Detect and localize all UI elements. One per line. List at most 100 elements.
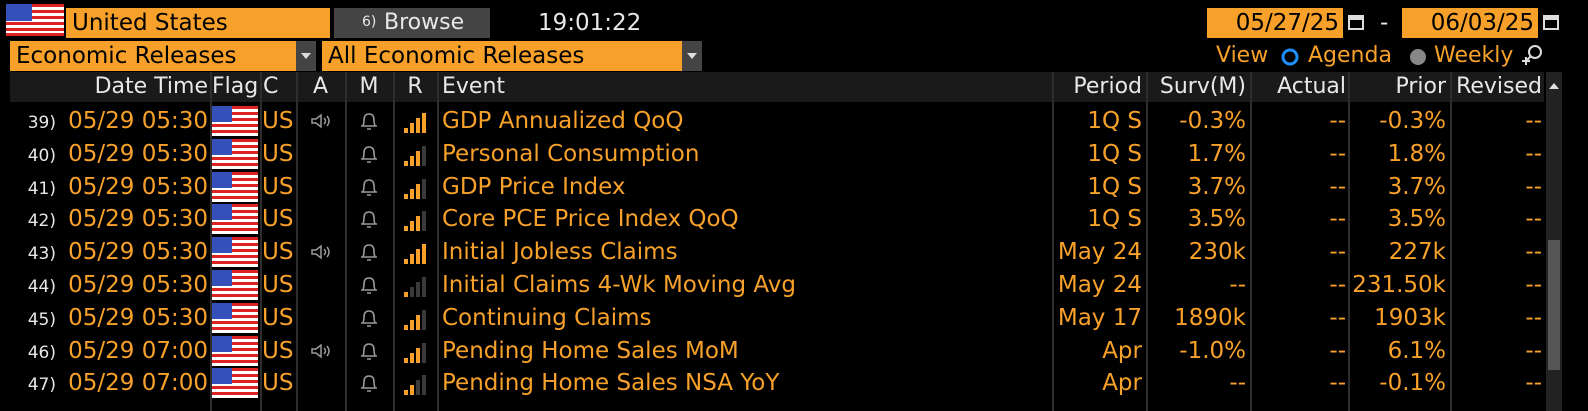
column-separator — [260, 72, 262, 411]
column-separator — [1146, 72, 1148, 411]
country-code: US — [262, 304, 294, 331]
relevance — [404, 342, 426, 363]
zoom-icon[interactable] — [1520, 42, 1546, 68]
country-code: US — [262, 206, 294, 233]
actual: -- — [1329, 206, 1346, 233]
country-code: US — [262, 173, 294, 200]
alert-bell[interactable] — [358, 373, 380, 395]
us-flag — [212, 138, 258, 169]
event-name: Pending Home Sales NSA YoY — [442, 370, 780, 397]
row-number: 47) — [27, 375, 56, 396]
release-datetime: 05/29 07:00 — [68, 337, 208, 364]
view-option[interactable]: Agenda — [1308, 43, 1392, 68]
alert-bell[interactable] — [358, 275, 380, 297]
actual: -- — [1329, 272, 1346, 298]
relevance — [404, 178, 426, 199]
country-field[interactable]: United States — [66, 8, 330, 38]
date-separator: - — [1380, 10, 1389, 36]
row-number: 46) — [27, 342, 56, 363]
column-separator — [210, 72, 212, 411]
scroll-thumb[interactable] — [1548, 240, 1560, 370]
us-flag — [212, 106, 258, 136]
view-option[interactable]: Weekly — [1434, 43, 1514, 68]
date-from[interactable]: 05/27/25 — [1207, 8, 1343, 38]
release-datetime: 05/29 05:30 — [68, 304, 208, 331]
alert-bell[interactable] — [358, 111, 380, 133]
country-code: US — [262, 272, 294, 298]
dropdown-arrow[interactable] — [682, 41, 702, 71]
row-number: 41) — [27, 178, 56, 199]
revised: -- — [1525, 173, 1542, 200]
period: Apr — [1102, 337, 1142, 364]
event-name: Core PCE Price Index QoQ — [442, 206, 739, 233]
clock: 19:01:22 — [538, 10, 642, 36]
us-flag — [212, 270, 258, 300]
revised: -- — [1525, 272, 1542, 298]
column-header: M — [359, 74, 379, 99]
audio-icon[interactable] — [310, 244, 332, 260]
radio-unselected[interactable] — [1408, 47, 1428, 67]
browse-button[interactable]: 6) Browse — [334, 8, 490, 38]
category-dropdown[interactable]: Economic Releases — [10, 41, 296, 71]
radio-selected[interactable] — [1280, 47, 1300, 67]
prior: -0.1% — [1379, 370, 1446, 397]
scrollbar[interactable] — [1546, 72, 1562, 411]
alert-bell[interactable] — [358, 308, 380, 330]
survey: 3.5% — [1187, 206, 1246, 233]
column-separator — [1450, 72, 1452, 411]
relevance — [404, 211, 426, 232]
release-datetime: 05/29 05:30 — [68, 206, 208, 233]
row-number: 40) — [27, 145, 56, 166]
alert-bell[interactable] — [358, 341, 380, 363]
prior: -0.3% — [1379, 108, 1446, 134]
alert-bell[interactable] — [358, 177, 380, 199]
revised: -- — [1525, 108, 1542, 134]
period: May 24 — [1057, 239, 1142, 266]
alert-bell[interactable] — [358, 144, 380, 166]
us-flag — [212, 302, 258, 333]
release-datetime: 05/29 05:30 — [68, 140, 208, 167]
row-number: 43) — [27, 244, 56, 265]
survey: -- — [1229, 272, 1246, 298]
relevance — [404, 309, 426, 330]
period: 1Q S — [1087, 206, 1142, 233]
column-header: Revised — [1456, 74, 1542, 99]
event-name: Initial Claims 4-Wk Moving Avg — [442, 272, 796, 298]
column-header: Actual — [1277, 74, 1346, 99]
survey: 230k — [1188, 239, 1246, 266]
us-flag — [212, 335, 258, 366]
dropdown-arrow[interactable] — [296, 41, 316, 71]
subcategory-dropdown[interactable]: All Economic Releases — [322, 41, 682, 71]
revised: -- — [1525, 206, 1542, 233]
alert-bell[interactable] — [358, 209, 380, 231]
survey: 1.7% — [1187, 140, 1246, 167]
calendar-icon[interactable] — [1347, 13, 1365, 31]
audio-icon[interactable] — [310, 343, 332, 359]
actual: -- — [1329, 337, 1346, 364]
us-flag — [212, 368, 258, 399]
scroll-up[interactable] — [1548, 80, 1560, 92]
country-code: US — [262, 239, 294, 266]
column-separator — [345, 72, 347, 411]
date-to[interactable]: 06/03/25 — [1402, 8, 1538, 38]
column-separator — [1250, 72, 1252, 411]
audio-icon[interactable] — [310, 113, 332, 129]
revised: -- — [1525, 370, 1542, 397]
column-header: Flag — [212, 74, 259, 99]
country-code: US — [262, 108, 294, 134]
relevance — [404, 244, 426, 265]
release-datetime: 05/29 07:00 — [68, 370, 208, 397]
us-flag — [212, 237, 258, 268]
event-name: Continuing Claims — [442, 304, 652, 331]
calendar-icon[interactable] — [1542, 13, 1560, 31]
alert-bell[interactable] — [358, 242, 380, 264]
relevance — [404, 145, 426, 166]
us-flag — [212, 204, 258, 235]
view-label: View — [1216, 43, 1269, 68]
relevance — [404, 277, 426, 297]
event-name: GDP Annualized QoQ — [442, 108, 684, 134]
survey: 3.7% — [1187, 173, 1246, 200]
revised: -- — [1525, 239, 1542, 266]
period: May 24 — [1057, 272, 1142, 298]
survey: 1890k — [1174, 304, 1246, 331]
